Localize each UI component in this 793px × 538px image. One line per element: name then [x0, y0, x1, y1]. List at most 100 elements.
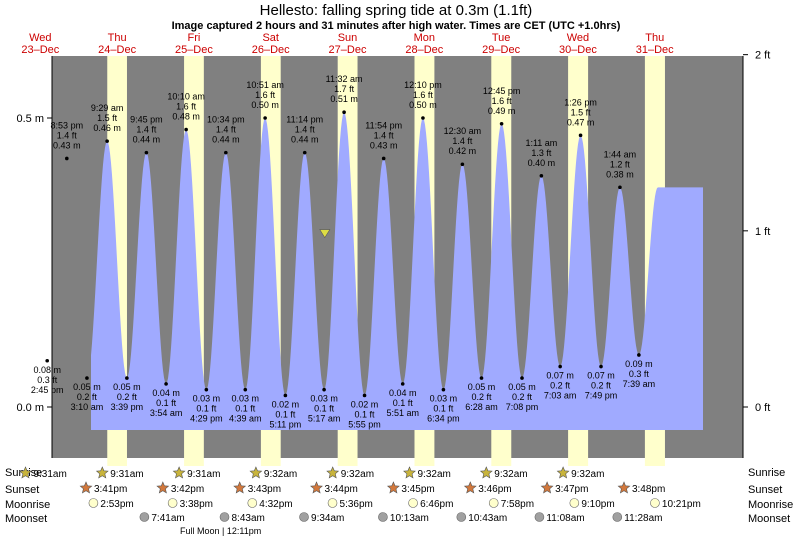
sunrise-entry: 9:32am: [479, 466, 528, 480]
low-tide-marker: 0.03 m0.1 ft4:29 pm: [190, 387, 223, 424]
moonset-time: 7:41am: [151, 513, 184, 524]
day-of-week: Thu: [108, 32, 127, 44]
sunrise-time: 9:32am: [341, 469, 374, 480]
moonrise-entry: 7:58pm: [488, 498, 534, 510]
moonset-time: 10:13am: [390, 513, 429, 524]
moonset-entry: 10:13am: [378, 512, 429, 524]
tide-height-m-label: 0.44 m: [291, 135, 319, 145]
day-of-week: Sun: [338, 32, 358, 44]
tide-height-m-label: 0.07 m: [546, 371, 574, 381]
tide-extreme-markers: 0.08 m0.3 ft2:45 pm8:53 pm1.4 ft0.43 m0.…: [31, 74, 655, 429]
day-date: 26–Dec: [252, 44, 290, 56]
tide-height-m-label: 0.38 m: [606, 169, 634, 179]
low-tide-marker: 0.04 m0.1 ft5:51 am: [386, 382, 419, 418]
tide-height-ft-label: 1.6 ft: [176, 102, 197, 112]
tide-time-label: 5:11 pm: [269, 419, 301, 429]
day-headers: Wed23–DecThu24–DecFri25–DecSat26–DecSun2…: [21, 32, 674, 56]
sunrise-entry: 9:32am: [556, 466, 604, 480]
moonset-icon: [612, 512, 623, 522]
tide-height-ft-label: 0.1 ft: [196, 404, 217, 414]
tide-time-label: 5:51 am: [386, 408, 419, 418]
tide-height-ft-label: 0.1 ft: [275, 409, 296, 419]
legend-row-label-right: Sunset: [748, 484, 782, 496]
sunset-entry: 3:44pm: [310, 481, 358, 495]
sunrise-entry: 9:32am: [249, 466, 297, 480]
tide-height-ft-label: 0.2 ft: [77, 392, 98, 402]
low-tide-marker: 0.05 m0.2 ft3:10 am: [71, 376, 104, 412]
moonrise-icon: [408, 498, 418, 508]
sunset-icon: [540, 481, 554, 494]
moonrise-entry: 3:38pm: [167, 498, 213, 510]
tide-time-label: 7:39 am: [623, 379, 656, 389]
tide-time-label: 1:11 am: [525, 138, 557, 148]
sunset-time: 3:45pm: [401, 484, 434, 495]
sunrise-icon: [479, 466, 493, 479]
tide-height-m-label: 0.50 m: [251, 100, 279, 110]
tide-height-m-label: 0.46 m: [93, 123, 121, 133]
sunrise-icon: [19, 466, 32, 479]
tide-point: [144, 150, 149, 155]
tide-point: [263, 116, 267, 120]
tide-time-label: 7:03 am: [544, 391, 577, 401]
tide-height-m-label: 0.51 m: [330, 94, 358, 104]
tide-height-m-label: 0.08 m: [33, 365, 61, 375]
tide-height-ft-label: 1.3 ft: [531, 148, 552, 158]
moonset-time: 9:34am: [311, 513, 344, 524]
tide-point: [421, 116, 425, 120]
tide-time-label: 10:51 am: [246, 80, 284, 90]
day-of-week: Tue: [492, 32, 511, 44]
sunrise-icon: [249, 466, 263, 479]
sunset-entry: 3:47pm: [540, 481, 588, 495]
moonset-icon: [378, 512, 388, 522]
tide-time-label: 3:10 am: [71, 402, 104, 412]
tide-height-m-label: 0.03 m: [430, 394, 458, 404]
moonrise-time: 9:10pm: [581, 499, 614, 510]
sunset-icon: [463, 481, 477, 494]
tide-time-label: 11:14 pm: [286, 115, 323, 125]
low-tide-marker: 0.03 m0.1 ft5:17 am: [308, 387, 340, 424]
moonrise-entry: 5:36pm: [327, 498, 373, 510]
current-tide-marker: [319, 229, 331, 239]
daylight-band-strip: [414, 458, 435, 466]
tide-point: [479, 376, 484, 380]
tide-height-ft-label: 0.1 ft: [433, 404, 454, 414]
moonrise-entry: 2:53pm: [88, 498, 134, 510]
daylight-band-strip: [184, 458, 204, 466]
low-tide-marker: 0.07 m0.2 ft7:03 am: [544, 364, 577, 401]
low-tide-marker: 0.03 m0.1 ft4:39 am: [229, 387, 262, 424]
sunset-entry: 3:46pm: [463, 481, 512, 495]
tide-time-label: 12:30 am: [444, 126, 482, 136]
moonset-entry: 7:41am: [139, 512, 185, 524]
tide-height-ft-label: 1.6 ft: [492, 96, 513, 106]
tide-height-ft-label: 0.3 ft: [37, 375, 58, 385]
tide-point: [539, 174, 544, 178]
tide-height-ft-label: 0.1 ft: [156, 398, 177, 408]
moonrise-time: 10:21pm: [662, 499, 701, 510]
tide-height-ft-label: 1.7 ft: [334, 84, 355, 94]
tide-time-label: 1:26 pm: [564, 97, 597, 107]
tide-point: [243, 387, 248, 392]
tide-height-m-label: 0.07 m: [587, 371, 615, 381]
sunrise-time: 9:32am: [417, 469, 450, 480]
tide-height-ft-label: 1.4 ft: [136, 125, 157, 135]
moonset-time: 11:08am: [546, 513, 584, 524]
tide-height-ft-label: 0.2 ft: [512, 392, 533, 402]
tide-point: [65, 156, 69, 161]
tide-height-m-label: 0.03 m: [232, 394, 260, 404]
moonset-icon: [534, 512, 545, 522]
tide-height-ft-label: 1.5 ft: [97, 113, 118, 123]
tide-height-ft-label: 0.2 ft: [117, 392, 138, 402]
sunrise-icon: [556, 466, 570, 479]
legend-row-label-right: Moonset: [748, 513, 790, 525]
moonrise-time: 7:58pm: [501, 499, 534, 510]
day-date: 24–Dec: [98, 44, 136, 56]
daylight-band-strip: [568, 458, 589, 466]
tide-height-m-label: 0.49 m: [488, 106, 516, 116]
tide-height-m-label: 0.03 m: [193, 394, 221, 404]
moonrise-time: 3:38pm: [180, 499, 213, 510]
sunset-time: 3:41pm: [94, 484, 127, 495]
sunrise-icon: [172, 466, 186, 479]
moonset-entry: 8:43am: [219, 512, 265, 524]
